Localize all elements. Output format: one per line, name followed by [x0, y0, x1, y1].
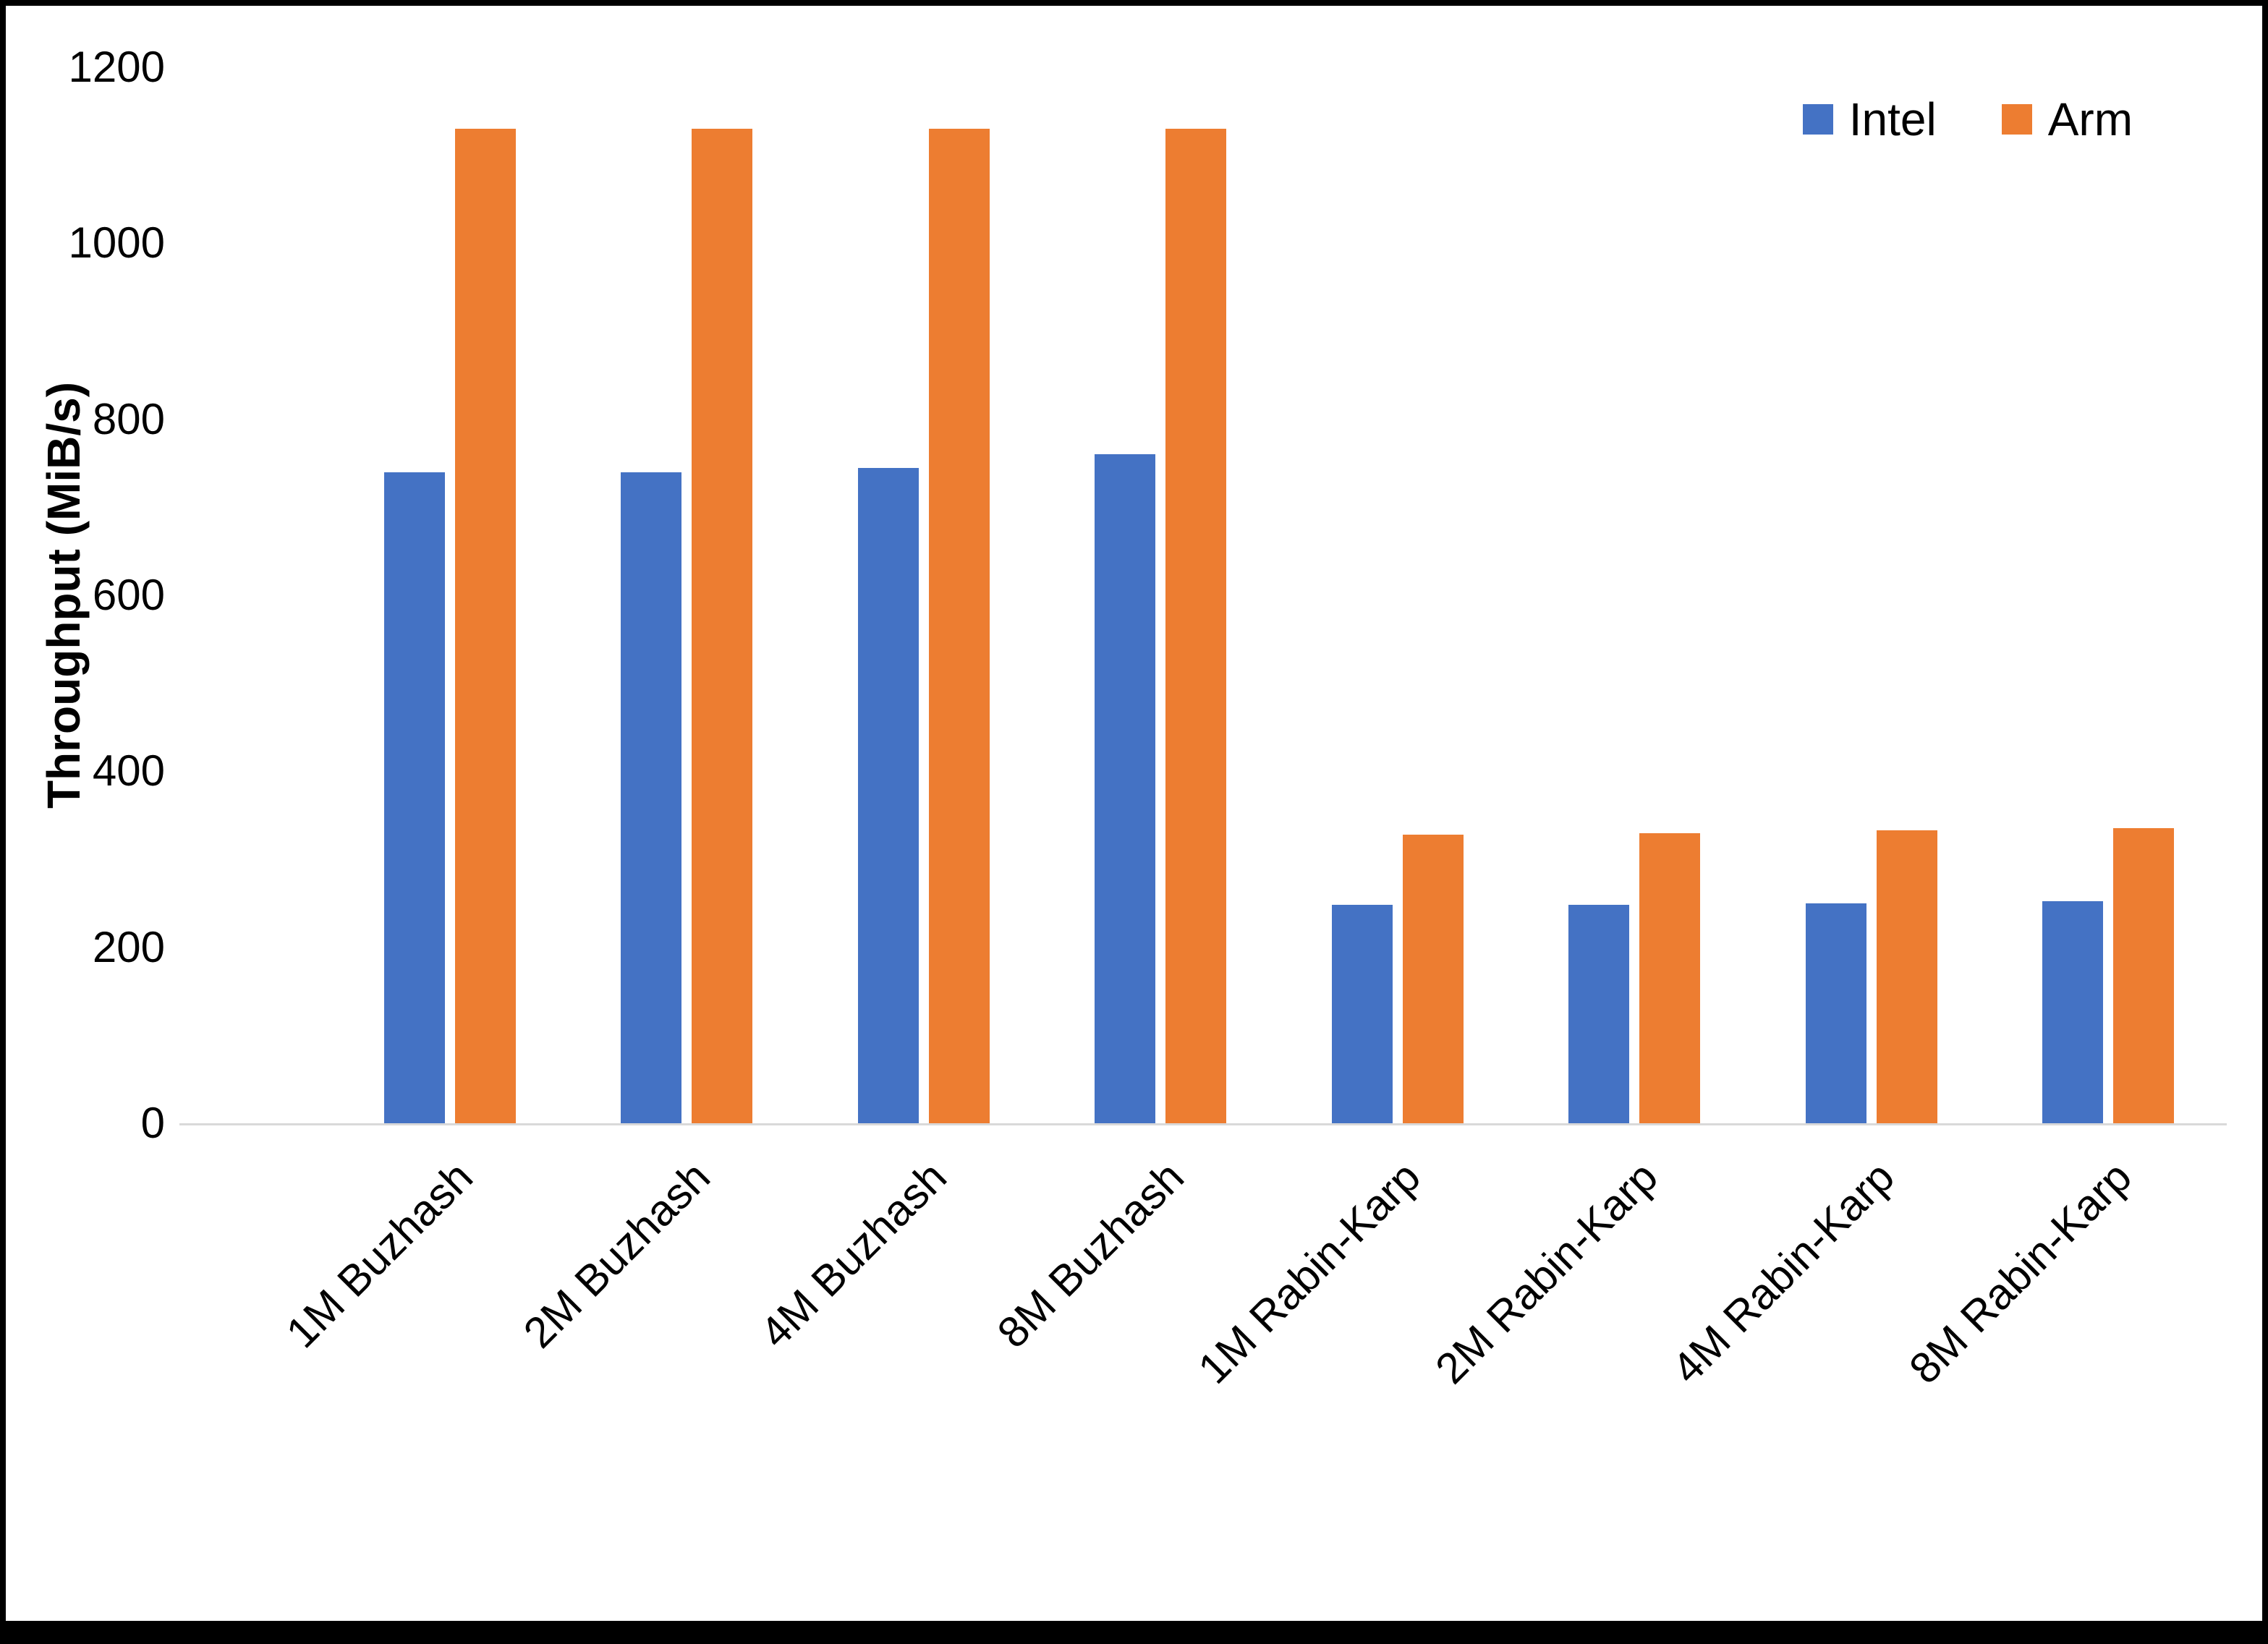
bar-group	[1279, 67, 1516, 1123]
bar-group	[569, 67, 806, 1123]
x-label-cell: 8M Rabin-Karp	[1900, 1125, 2227, 1530]
bar-chart: Throughput (MiB/s) 1200 1000 800 600 400 200 0…	[6, 6, 2262, 1621]
y-tick-label: 1200	[68, 43, 165, 91]
bar-intel	[857, 467, 919, 1123]
bar-intel	[383, 472, 445, 1123]
legend-label: Intel	[1848, 93, 1937, 145]
y-tick-label: 200	[92, 922, 165, 971]
bar-intel	[1331, 905, 1393, 1123]
y-tick-label: 0	[140, 1099, 165, 1147]
bar-intel	[2042, 901, 2104, 1123]
bar-arm	[1402, 834, 1464, 1123]
bar-intel	[1805, 903, 1866, 1123]
legend-swatch	[1802, 104, 1833, 135]
bar-intel	[621, 472, 682, 1123]
bar-group	[805, 67, 1042, 1123]
bar-group	[1990, 67, 2227, 1123]
y-tick-label: 800	[92, 394, 165, 443]
legend-label: Arm	[2047, 93, 2133, 145]
plot-area: Intel Arm	[179, 67, 2227, 1125]
x-axis-label: 1M Buzhash	[277, 1152, 483, 1358]
bar-group	[1042, 67, 1280, 1123]
legend-item: Intel	[1802, 93, 1937, 146]
bar-group	[1753, 67, 1990, 1123]
legend-item: Arm	[2001, 93, 2133, 146]
legend: Intel Arm	[1802, 93, 2133, 146]
bar-arm	[928, 129, 990, 1123]
bar-groups	[331, 67, 2227, 1123]
x-axis-labels: 1M Buzhash 2M Buzhash 4M Buzhash 8M Buzhash…	[277, 1125, 2227, 1530]
bar-intel	[1095, 454, 1156, 1123]
bar-arm	[454, 129, 516, 1123]
y-tick-label: 1000	[68, 218, 165, 268]
bar-arm	[1639, 832, 1701, 1123]
bar-arm	[1165, 129, 1227, 1123]
bar-arm	[1876, 830, 1937, 1123]
y-tick-label: 600	[92, 571, 165, 619]
y-tick-label: 400	[92, 746, 165, 796]
bar-group	[331, 67, 569, 1123]
legend-swatch	[2001, 104, 2032, 135]
bar-intel	[1568, 905, 1630, 1123]
bar-arm	[692, 129, 753, 1123]
bar-arm	[2113, 828, 2175, 1123]
bar-group	[1516, 67, 1754, 1123]
y-axis-ticks: 1200 1000 800 600 400 200 0	[35, 46, 165, 1145]
